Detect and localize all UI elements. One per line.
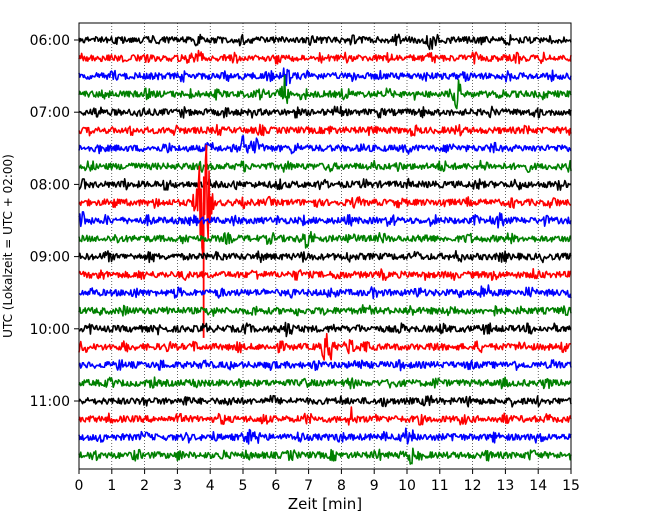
trace-1000 [78, 321, 572, 338]
x-tick-label: 0 [75, 478, 84, 494]
x-tick-label: 4 [206, 478, 215, 494]
y-tick-label: 09:00 [30, 250, 70, 266]
trace-0945 [78, 304, 572, 317]
trace-0630 [78, 67, 572, 87]
y-axis-label: UTC (Lokalzeit = UTC + 02:00) [1, 154, 15, 338]
y-tick-label: 10:00 [30, 322, 70, 338]
x-tick-label: 8 [337, 478, 346, 494]
trace-0600 [78, 33, 572, 51]
trace-1130 [78, 427, 572, 445]
trace-0830 [78, 211, 572, 229]
trace-0900 [78, 249, 572, 264]
trace-0930 [78, 284, 572, 300]
x-tick-label: 6 [271, 478, 280, 494]
trace-1145 [78, 447, 572, 465]
y-tick-label: 06:00 [30, 33, 70, 49]
x-tick-label: 3 [173, 478, 182, 494]
y-tick-label: 11:00 [30, 394, 70, 410]
x-tick-label: 15 [562, 478, 580, 494]
trace-1030 [78, 359, 572, 372]
trace-0700 [78, 105, 572, 119]
trace-0915 [78, 268, 572, 282]
trace-0715 [78, 123, 572, 137]
x-tick-label: 11 [431, 478, 449, 494]
x-tick-label: 12 [464, 478, 482, 494]
x-tick-label: 14 [529, 478, 547, 494]
x-tick-label: 5 [239, 478, 248, 494]
trace-layer [78, 33, 572, 465]
y-axis-ticks: 06:00 07:00 08:00 09:00 10:00 11:00 [30, 33, 79, 410]
trace-0845 [78, 230, 572, 249]
trace-0730 [78, 135, 572, 155]
trace-1015 [78, 332, 572, 361]
trace-1115 [78, 406, 572, 426]
trace-1100 [78, 394, 572, 408]
x-tick-label: 9 [370, 478, 379, 494]
x-tick-label: 2 [140, 478, 149, 494]
y-tick-label: 08:00 [30, 177, 70, 193]
x-axis-label: Zeit [min] [288, 495, 362, 513]
trace-0645 [78, 74, 572, 110]
x-tick-label: 1 [107, 478, 116, 494]
trace-0800 [78, 177, 572, 191]
x-axis-ticks: 0 1 2 3 4 5 6 7 8 9 10 11 12 13 14 15 [75, 469, 580, 494]
trace-0615 [78, 49, 572, 65]
trace-1045 [78, 376, 572, 390]
trace-0745 [78, 159, 572, 173]
x-tick-label: 13 [496, 478, 514, 494]
vertical-grid [111, 23, 539, 469]
x-tick-label: 7 [304, 478, 313, 494]
trace-0815 [78, 144, 572, 256]
plot-frame [78, 22, 572, 470]
x-tick-label: 10 [398, 478, 416, 494]
y-tick-label: 07:00 [30, 105, 70, 121]
